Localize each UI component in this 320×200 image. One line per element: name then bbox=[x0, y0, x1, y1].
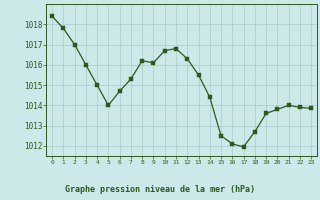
Text: Graphe pression niveau de la mer (hPa): Graphe pression niveau de la mer (hPa) bbox=[65, 185, 255, 194]
